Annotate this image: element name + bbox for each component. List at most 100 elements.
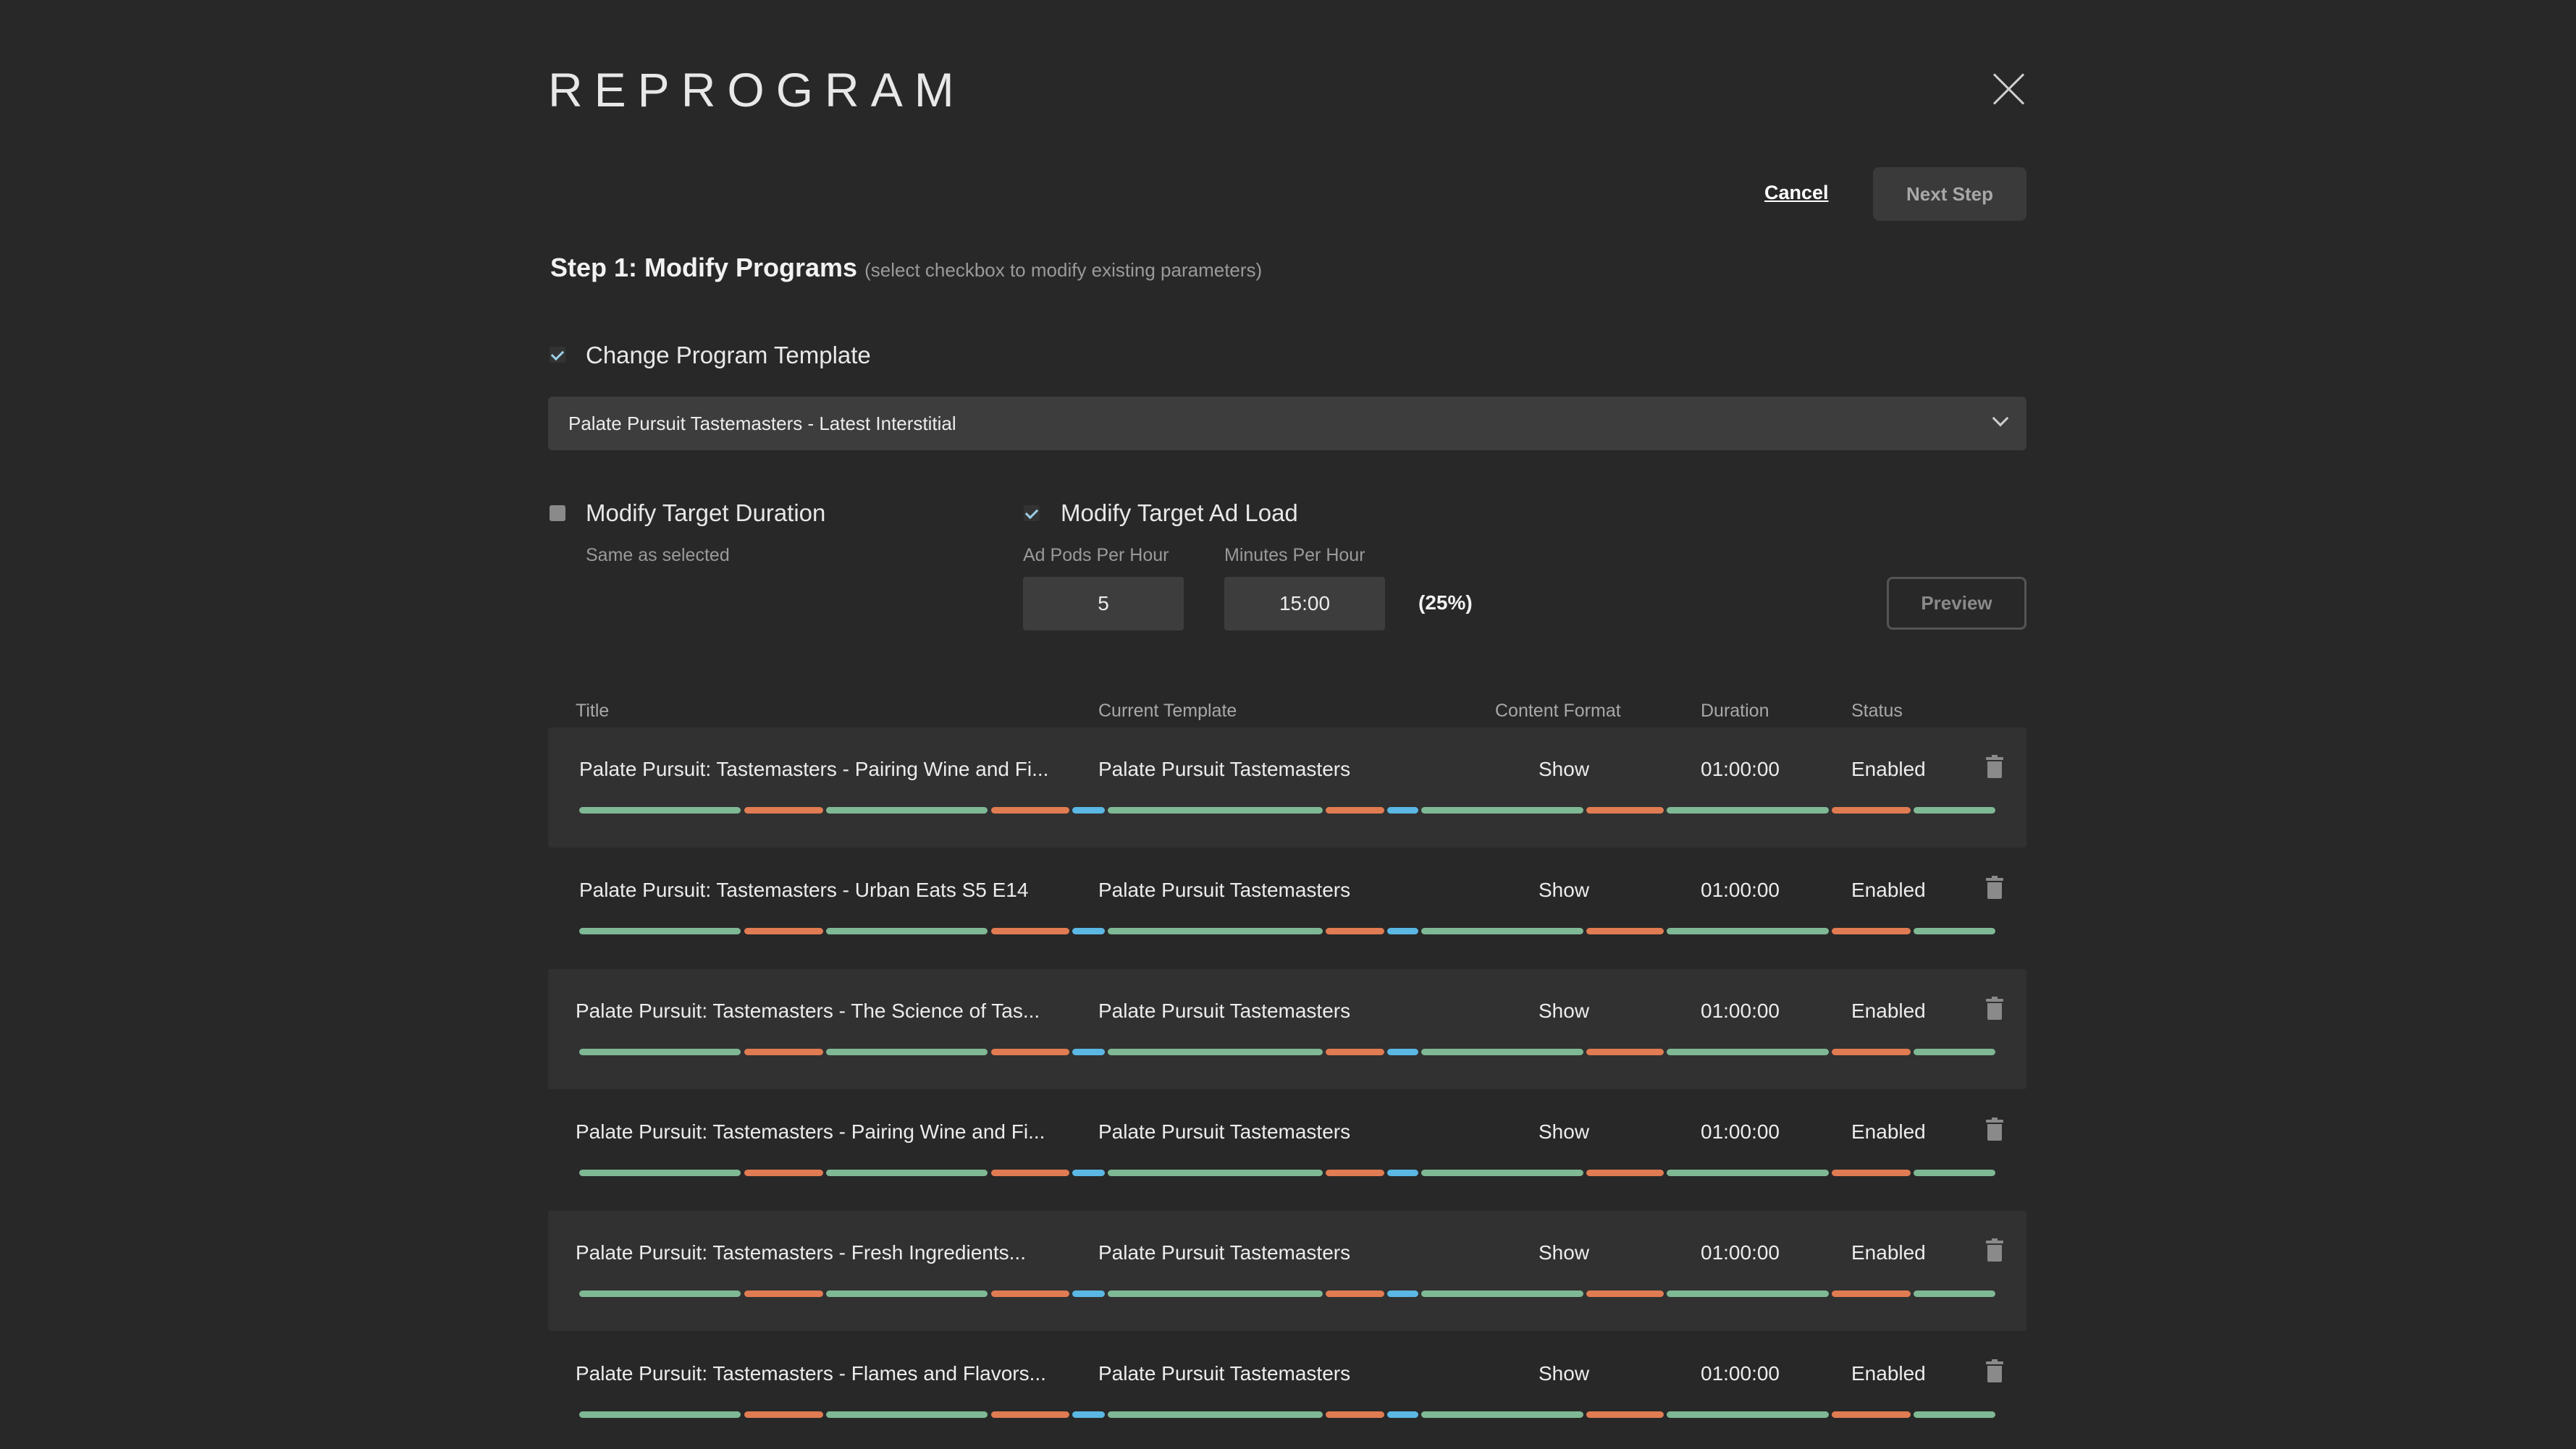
timeline-segment-ad (1586, 807, 1664, 814)
trash-icon[interactable] (1986, 1359, 2003, 1382)
row-format: Show (1539, 879, 1590, 901)
row-status: Enabled (1851, 879, 1926, 901)
step-title: Step 1: Modify Programs (550, 253, 858, 282)
trash-icon[interactable] (1986, 1238, 2003, 1262)
trash-icon[interactable] (1986, 755, 2003, 778)
modify-duration-checkbox[interactable] (550, 505, 565, 521)
timeline-segment-content (1914, 1411, 1995, 1418)
timeline-segment-ad (991, 928, 1069, 934)
row-duration: 01:00:00 (1701, 758, 1780, 780)
table-row[interactable]: Palate Pursuit: Tastemasters - Urban Eat… (548, 848, 2026, 968)
row-template: Palate Pursuit Tastemasters (1098, 879, 1351, 901)
timeline-segment-content (826, 1411, 988, 1418)
timeline-segment-content (1667, 1049, 1829, 1055)
timeline-segment-ad (1832, 1049, 1911, 1055)
timeline-segment-content (1421, 1411, 1583, 1418)
row-format: Show (1539, 1120, 1590, 1143)
row-duration: 01:00:00 (1701, 1362, 1780, 1385)
row-duration: 01:00:00 (1701, 1241, 1780, 1264)
timeline-segment-content (1914, 807, 1995, 814)
cancel-button[interactable]: Cancel (1764, 182, 1829, 203)
timeline-segment-interstitial (1387, 1290, 1418, 1297)
row-duration: 01:00:00 (1701, 879, 1780, 901)
table-row[interactable]: Palate Pursuit: Tastemasters - The Scien… (548, 969, 2026, 1089)
timeline-segment-ad (1586, 1049, 1664, 1055)
trash-icon[interactable] (1986, 876, 2003, 899)
timeline-segment-content (1108, 1290, 1323, 1297)
row-template: Palate Pursuit Tastemasters (1098, 1000, 1351, 1022)
timeline-segment-ad (1832, 1170, 1911, 1176)
timeline-segment-ad (1832, 928, 1911, 934)
row-title: Palate Pursuit: Tastemasters - Flames an… (576, 1362, 1046, 1385)
row-title: Palate Pursuit: Tastemasters - Urban Eat… (579, 879, 1029, 901)
timeline-segment-ad (1832, 807, 1911, 814)
timeline-segment-content (579, 1290, 741, 1297)
timeline-segment-content (826, 1170, 988, 1176)
duration-sublabel: Same as selected (586, 545, 730, 565)
column-current-template: Current Template (1098, 701, 1237, 721)
timeline-segment-ad (744, 1170, 823, 1176)
timeline-segment-content (1108, 1170, 1323, 1176)
trash-icon[interactable] (1986, 997, 2003, 1020)
timeline-segment-ad (1586, 1411, 1664, 1418)
ad-pods-input[interactable]: 5 (1023, 577, 1184, 630)
timeline-segment-content (1667, 1170, 1829, 1176)
trash-icon[interactable] (1986, 1118, 2003, 1141)
minutes-per-hour-input[interactable]: 15:00 (1224, 577, 1385, 630)
ad-timeline (579, 1170, 1995, 1176)
timeline-segment-content (1667, 1411, 1829, 1418)
timeline-segment-content (1108, 1411, 1323, 1418)
row-status: Enabled (1851, 1000, 1926, 1022)
timeline-segment-content (1667, 928, 1829, 934)
timeline-segment-ad (991, 1170, 1069, 1176)
timeline-segment-ad (991, 1290, 1069, 1297)
next-step-button[interactable]: Next Step (1873, 167, 2026, 221)
row-template: Palate Pursuit Tastemasters (1098, 1362, 1351, 1385)
timeline-segment-content (1914, 1290, 1995, 1297)
table-row[interactable]: Palate Pursuit: Tastemasters - Fresh Ing… (548, 1211, 2026, 1331)
row-duration: 01:00:00 (1701, 1000, 1780, 1022)
row-status: Enabled (1851, 1241, 1926, 1264)
timeline-segment-content (579, 928, 741, 934)
ad-timeline (579, 928, 1995, 934)
timeline-segment-ad (991, 1049, 1069, 1055)
table-row[interactable]: Palate Pursuit: Tastemasters - Flames an… (548, 1332, 2026, 1449)
modify-adload-checkbox[interactable] (1024, 505, 1040, 521)
table-row[interactable]: Palate Pursuit: Tastemasters - Pairing W… (548, 1090, 2026, 1210)
timeline-segment-content (1108, 928, 1323, 934)
row-format: Show (1539, 1000, 1590, 1022)
timeline-segment-interstitial (1072, 1411, 1105, 1418)
timeline-segment-ad (1326, 1411, 1384, 1418)
timeline-segment-interstitial (1072, 807, 1105, 814)
timeline-segment-ad (991, 1411, 1069, 1418)
template-select[interactable]: Palate Pursuit Tastemasters - Latest Int… (548, 397, 2026, 450)
timeline-segment-ad (744, 928, 823, 934)
preview-button[interactable]: Preview (1887, 577, 2026, 630)
timeline-segment-content (1421, 1049, 1583, 1055)
modal-title: REPROGRAM (548, 63, 966, 117)
timeline-segment-ad (1586, 1290, 1664, 1297)
timeline-segment-interstitial (1072, 1290, 1105, 1297)
close-icon[interactable] (1990, 71, 2026, 107)
row-template: Palate Pursuit Tastemasters (1098, 1120, 1351, 1143)
row-format: Show (1539, 1241, 1590, 1264)
timeline-segment-ad (1586, 1170, 1664, 1176)
timeline-segment-ad (1326, 1290, 1384, 1297)
timeline-segment-ad (1326, 807, 1384, 814)
ad-timeline (579, 1049, 1995, 1055)
timeline-segment-interstitial (1387, 928, 1418, 934)
timeline-segment-content (579, 1170, 741, 1176)
timeline-segment-content (826, 1290, 988, 1297)
change-template-checkbox[interactable] (550, 347, 565, 363)
ad-timeline (579, 1411, 1995, 1418)
timeline-segment-content (579, 807, 741, 814)
timeline-segment-content (1421, 1290, 1583, 1297)
change-template-label: Change Program Template (586, 342, 871, 368)
timeline-segment-ad (1326, 1049, 1384, 1055)
timeline-segment-ad (1326, 1170, 1384, 1176)
step-heading: Step 1: Modify Programs (select checkbox… (550, 253, 1262, 283)
table-row[interactable]: Palate Pursuit: Tastemasters - Pairing W… (548, 727, 2026, 848)
timeline-segment-content (1914, 1170, 1995, 1176)
template-select-value: Palate Pursuit Tastemasters - Latest Int… (568, 413, 956, 434)
reprogram-modal: REPROGRAM Cancel Next Step Step 1: Modif… (548, 0, 2026, 1449)
